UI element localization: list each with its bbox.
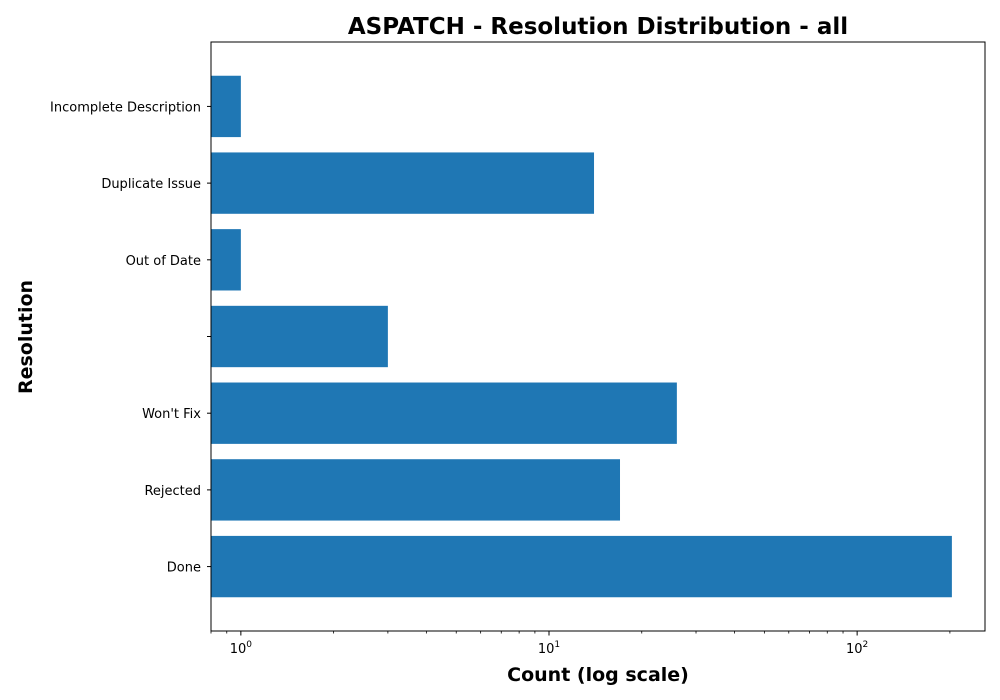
bar: [211, 152, 595, 214]
bar: [211, 382, 677, 444]
y-tick-label: Out of Date: [126, 254, 201, 269]
x-axis-ticks: 100 101 102: [210, 631, 951, 657]
y-axis-ticks: Done Rejected Won't Fix Out of Date Duplicat…: [50, 100, 211, 576]
y-tick-label: Incomplete Description: [50, 100, 201, 115]
y-tick-label: Done: [167, 561, 201, 576]
y-tick-label: Rejected: [144, 484, 201, 499]
bar: [211, 305, 388, 368]
y-tick-label: Won't Fix: [142, 407, 201, 422]
chart-title: ASPATCH - Resolution Distribution - all: [348, 14, 848, 40]
x-axis-label: Count (log scale): [507, 664, 689, 686]
x-tick-label: 100: [230, 640, 253, 657]
bar: [211, 229, 241, 291]
x-tick-label: 102: [846, 640, 868, 657]
bar: [211, 459, 621, 521]
bar: [211, 75, 241, 138]
y-tick-label: Duplicate Issue: [101, 177, 201, 192]
y-axis-label: Resolution: [15, 280, 37, 394]
x-tick-label: 101: [538, 640, 560, 657]
bar: [211, 535, 952, 598]
bars-layer: [211, 75, 952, 598]
